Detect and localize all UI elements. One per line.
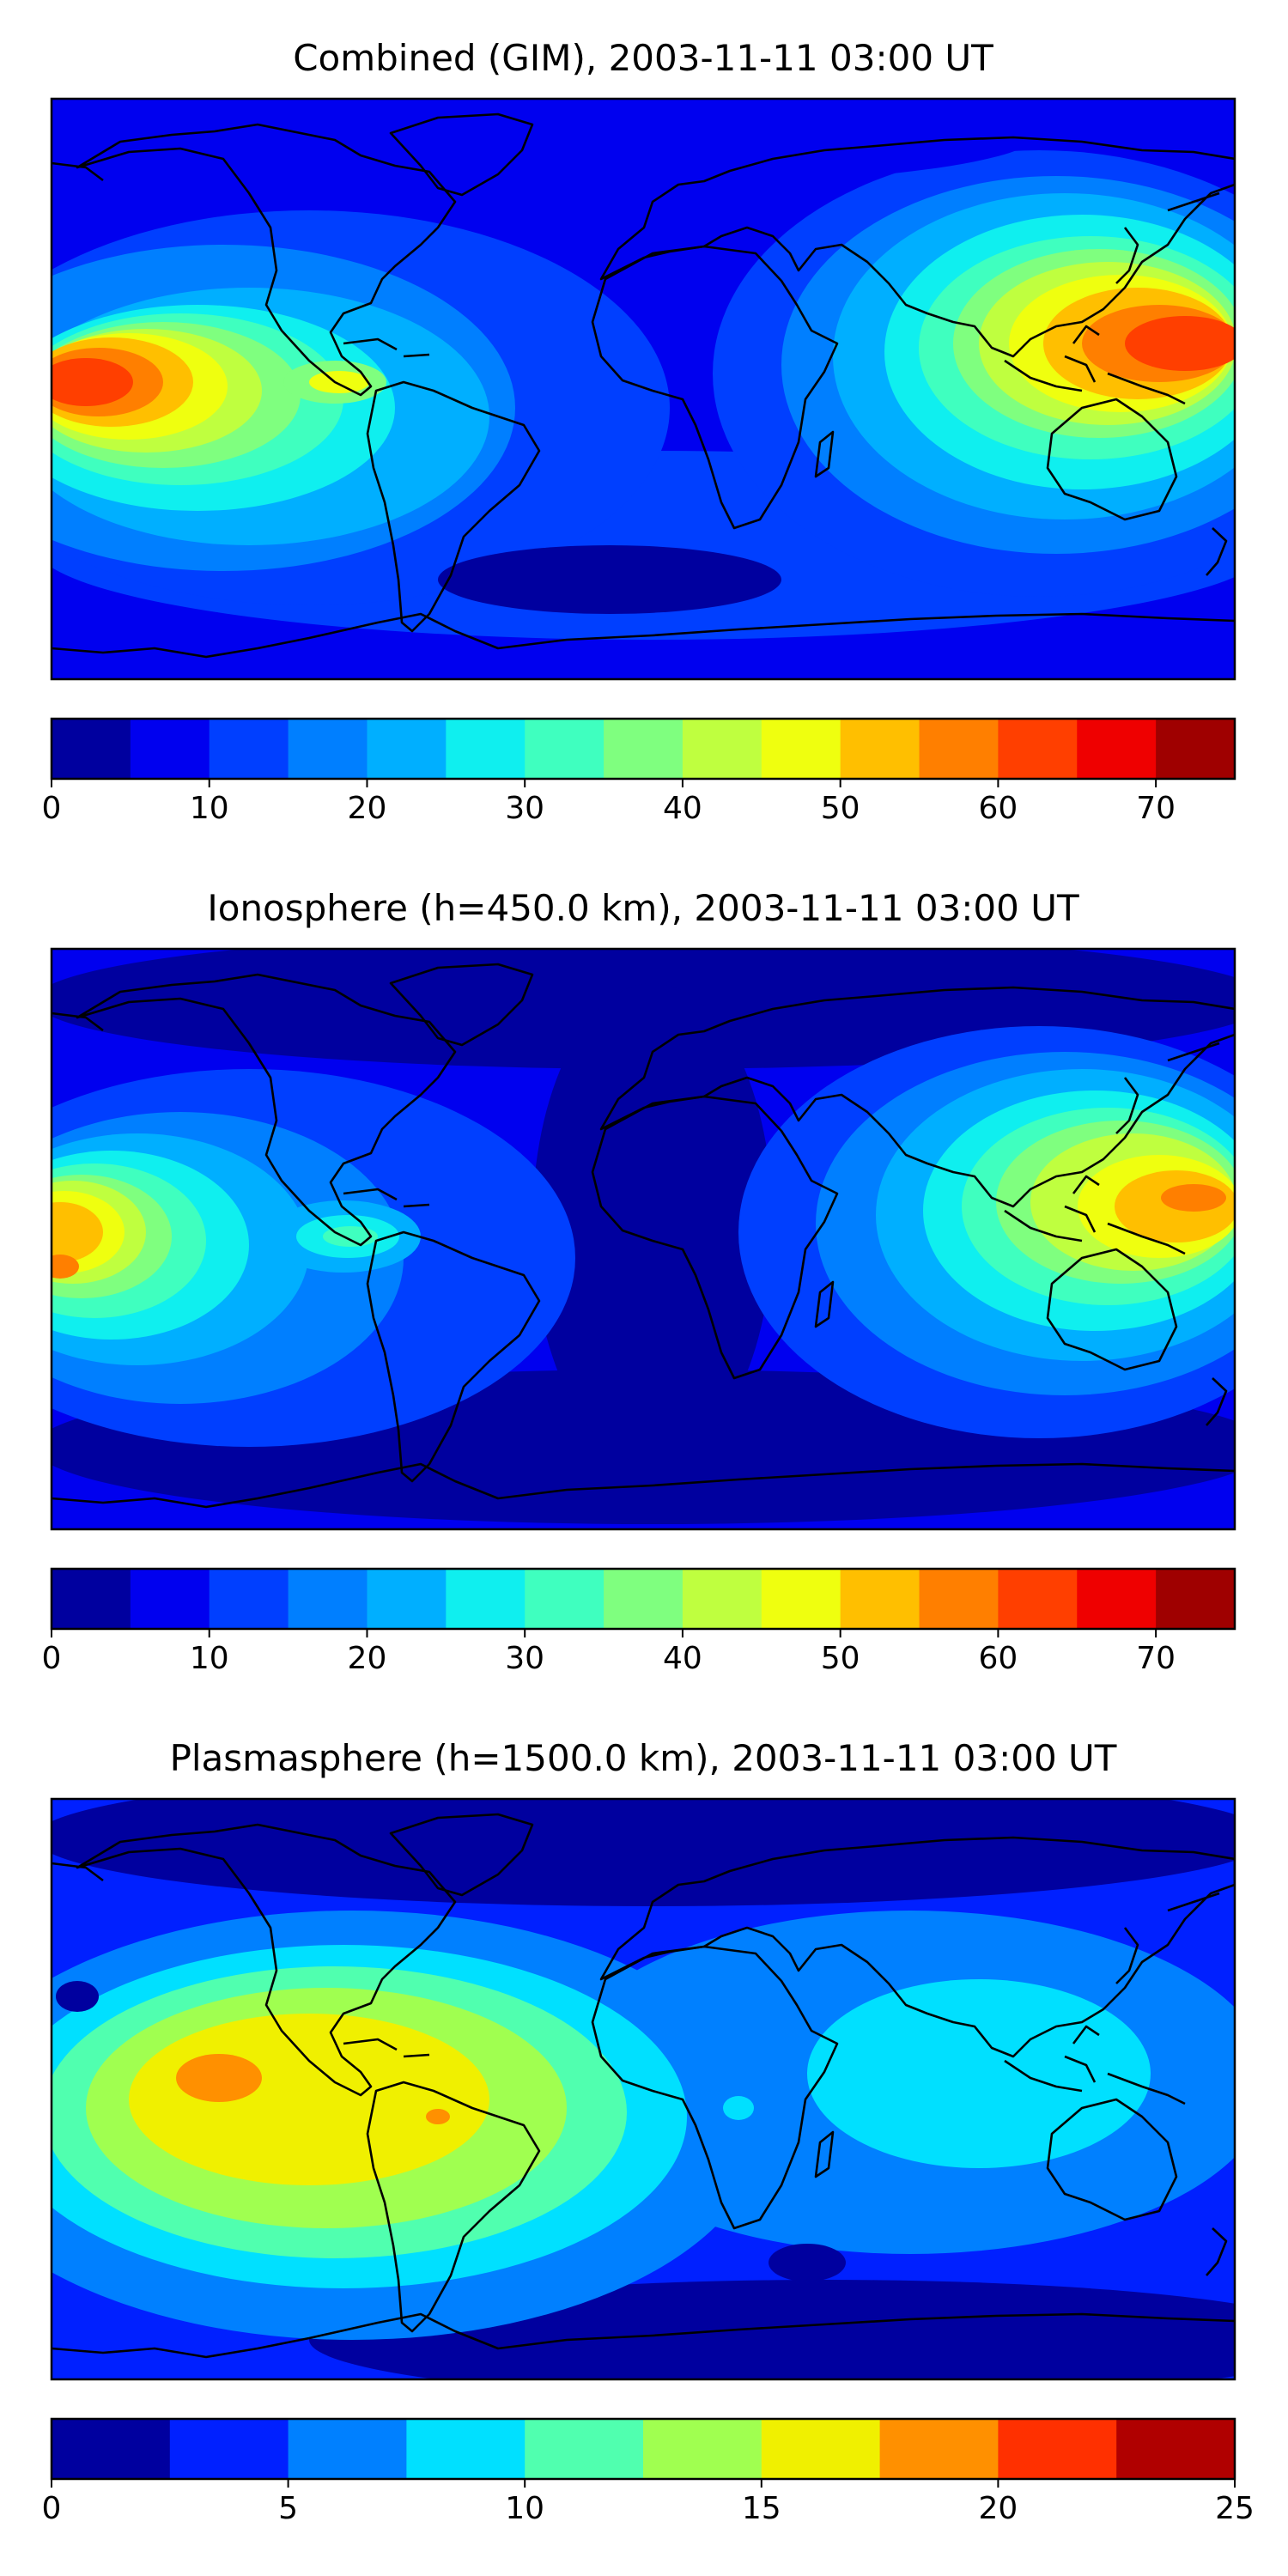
colorbar-swatch bbox=[1077, 719, 1157, 779]
colorbar-tick-label: 0 bbox=[42, 2491, 62, 2526]
colorbar-swatch bbox=[682, 719, 762, 779]
colorbar-frame bbox=[50, 717, 1236, 781]
panel-plasmasphere: Plasmasphere (h=1500.0 km), 2003-11-11 0… bbox=[42, 1737, 1255, 2526]
map-frame bbox=[50, 1797, 1236, 2381]
colorbar-swatch bbox=[367, 719, 447, 779]
colorbar-swatch bbox=[840, 1569, 920, 1629]
colorbar: 0 10 20 30 40 50 60 70 bbox=[42, 1567, 1236, 1676]
panel-title: Ionosphere (h=450.0 km), 2003-11-11 03:0… bbox=[207, 887, 1079, 929]
map-canvas bbox=[52, 949, 1235, 1529]
map-frame bbox=[50, 947, 1236, 1531]
colorbar-swatch bbox=[998, 719, 1078, 779]
colorbar-swatch bbox=[919, 719, 999, 779]
colorbar-swatch bbox=[52, 2419, 171, 2479]
colorbar-swatch bbox=[761, 2419, 881, 2479]
colorbar-tick-label: 20 bbox=[978, 2491, 1018, 2526]
colorbar-swatch bbox=[1156, 719, 1236, 779]
colorbar-tick-label: 70 bbox=[1136, 1641, 1176, 1676]
colorbar-swatch bbox=[52, 719, 131, 779]
colorbar-frame bbox=[50, 2417, 1236, 2481]
panel-ionosphere: Ionosphere (h=450.0 km), 2003-11-11 03:0… bbox=[42, 887, 1236, 1676]
colorbar-tick-label: 15 bbox=[742, 2491, 781, 2526]
colorbar-tick-label: 20 bbox=[348, 1641, 387, 1676]
colorbar-swatch bbox=[446, 719, 526, 779]
panel-combined: Combined (GIM), 2003-11-11 03:00 UT 0 10 2… bbox=[42, 37, 1236, 826]
colorbar-tick-label: 70 bbox=[1136, 791, 1176, 826]
colorbar-swatch bbox=[446, 1569, 526, 1629]
colorbar-tick-label: 10 bbox=[505, 2491, 544, 2526]
colorbar-tick-label: 5 bbox=[278, 2491, 298, 2526]
colorbar-swatch bbox=[130, 1569, 210, 1629]
map-canvas bbox=[52, 99, 1235, 679]
colorbar-tick-label: 10 bbox=[190, 1641, 229, 1676]
colorbar-tick-label: 40 bbox=[663, 1641, 702, 1676]
colorbar-swatch bbox=[682, 1569, 762, 1629]
colorbar-swatch bbox=[130, 719, 210, 779]
colorbar-swatch bbox=[919, 1569, 999, 1629]
colorbar-swatch bbox=[761, 719, 841, 779]
colorbar-tick-label: 60 bbox=[978, 1641, 1018, 1676]
colorbar-swatch bbox=[643, 2419, 762, 2479]
colorbar-swatch bbox=[998, 1569, 1078, 1629]
colorbar-swatch bbox=[840, 719, 920, 779]
colorbar-tick-label: 10 bbox=[190, 791, 229, 826]
colorbar: 0 10 20 30 40 50 60 70 bbox=[42, 717, 1236, 826]
map-canvas bbox=[52, 1799, 1235, 2379]
colorbar-swatch bbox=[209, 719, 289, 779]
colorbar-tick-label: 50 bbox=[821, 791, 860, 826]
colorbar-swatch bbox=[1156, 1569, 1236, 1629]
colorbar-swatch bbox=[1077, 1569, 1157, 1629]
colorbar-swatch bbox=[525, 719, 605, 779]
map-frame bbox=[50, 97, 1236, 681]
colorbar-swatch bbox=[288, 2419, 407, 2479]
colorbar-tick-label: 20 bbox=[348, 791, 387, 826]
colorbar-tick-label: 0 bbox=[42, 791, 62, 826]
colorbar-swatch bbox=[209, 1569, 289, 1629]
colorbar-tick-label: 50 bbox=[821, 1641, 860, 1676]
colorbar-swatch bbox=[761, 1569, 841, 1629]
colorbar-swatch bbox=[525, 2419, 644, 2479]
colorbar-tick-label: 30 bbox=[505, 791, 544, 826]
colorbar-tick-label: 30 bbox=[505, 1641, 544, 1676]
colorbar-tick-label: 40 bbox=[663, 791, 702, 826]
colorbar-swatch bbox=[1116, 2419, 1236, 2479]
colorbar-swatch bbox=[367, 1569, 447, 1629]
colorbar: 0 5 10 15 20 25 bbox=[42, 2417, 1255, 2526]
panel-title: Plasmasphere (h=1500.0 km), 2003-11-11 0… bbox=[170, 1737, 1117, 1779]
colorbar-swatch bbox=[604, 1569, 683, 1629]
colorbar-tick-label: 25 bbox=[1215, 2491, 1255, 2526]
colorbar-swatch bbox=[406, 2419, 526, 2479]
colorbar-swatch bbox=[52, 1569, 131, 1629]
colorbar-swatch bbox=[288, 719, 368, 779]
colorbar-frame bbox=[50, 1567, 1236, 1631]
colorbar-swatch bbox=[879, 2419, 999, 2479]
colorbar-swatch bbox=[998, 2419, 1117, 2479]
colorbar-swatch bbox=[604, 719, 683, 779]
colorbar-swatch bbox=[288, 1569, 368, 1629]
colorbar-swatch bbox=[525, 1569, 605, 1629]
colorbar-tick-label: 60 bbox=[978, 791, 1018, 826]
colorbar-tick-label: 0 bbox=[42, 1641, 62, 1676]
colorbar-swatch bbox=[169, 2419, 289, 2479]
panel-title: Combined (GIM), 2003-11-11 03:00 UT bbox=[293, 37, 993, 79]
